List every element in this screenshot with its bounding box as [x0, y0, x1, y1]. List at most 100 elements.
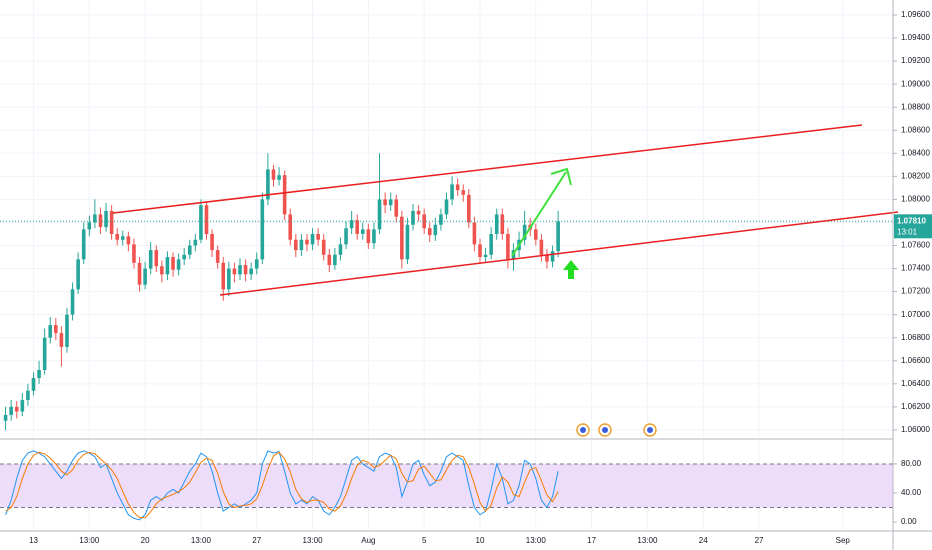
- candle-body: [388, 199, 393, 206]
- candle-body: [383, 199, 387, 206]
- candle-body: [243, 265, 248, 275]
- candle-body: [333, 254, 337, 266]
- candle-body: [305, 239, 309, 245]
- candle-body: [483, 254, 488, 258]
- candle-body: [227, 268, 231, 290]
- candle-body: [232, 268, 237, 275]
- candle-body: [249, 268, 253, 275]
- candle-body: [310, 233, 315, 245]
- candle-body: [176, 259, 181, 270]
- y-tick-label: 1.08200: [901, 171, 930, 180]
- candle-body: [59, 333, 64, 347]
- candle-body: [193, 239, 198, 246]
- stoch-line: [5, 451, 559, 519]
- candle-body: [120, 236, 125, 240]
- x-tick-label: 13:00: [303, 536, 324, 545]
- y-tick-label: 1.09600: [901, 10, 930, 19]
- stoch-line: [5, 450, 559, 521]
- candle-body: [489, 233, 493, 255]
- x-tick-label: 24: [699, 536, 708, 545]
- candle-body: [411, 210, 415, 225]
- candle-body: [405, 224, 410, 260]
- y-tick-label: 80.00: [901, 459, 922, 468]
- y-tick-label: 1.06200: [901, 402, 930, 411]
- candle-body: [171, 257, 175, 270]
- candle-body: [338, 244, 343, 255]
- last-price-box: [894, 214, 932, 239]
- last-price-label: 1.07810: [897, 216, 926, 225]
- x-tick-label: 27: [755, 536, 764, 545]
- candle-body: [550, 251, 555, 262]
- candle-body: [20, 399, 25, 412]
- candle-body: [467, 194, 471, 223]
- candle-body: [366, 229, 371, 244]
- channel-upper: [112, 124, 863, 214]
- candle-body: [238, 265, 242, 275]
- candle-body: [126, 236, 131, 245]
- candle-body: [400, 216, 404, 260]
- candle-body: [444, 199, 449, 215]
- y-tick-label: 1.06400: [901, 379, 930, 388]
- candle-body: [344, 228, 348, 245]
- event-icon-dot: [602, 427, 608, 433]
- candle-body: [87, 222, 92, 230]
- candle-body: [545, 254, 549, 262]
- x-tick-label: 5: [422, 536, 427, 545]
- candle-body: [98, 214, 103, 228]
- x-tick-label: 13:00: [191, 536, 212, 545]
- candle-body: [416, 210, 421, 215]
- marks: [0, 153, 893, 521]
- candle-body: [450, 184, 454, 200]
- event-icon-dot: [647, 427, 653, 433]
- candle-body: [539, 239, 544, 255]
- candle-body: [349, 220, 354, 229]
- y-tick-label: 40.00: [901, 488, 922, 497]
- candle-body: [76, 259, 80, 290]
- countdown-label: 13:01: [897, 227, 918, 236]
- candle-body: [221, 262, 226, 290]
- candle-body: [500, 214, 505, 234]
- candle-body: [154, 250, 159, 267]
- x-tick-label: 13: [29, 536, 38, 545]
- x-tick-label: 20: [141, 536, 150, 545]
- y-tick-label: 1.08400: [901, 148, 930, 157]
- candle-body: [394, 199, 399, 217]
- y-tick-label: 1.09400: [901, 33, 930, 42]
- candle-body: [461, 190, 466, 195]
- candle-body: [215, 250, 220, 263]
- x-tick-label: 13:00: [526, 536, 547, 545]
- x-tick-label: 13:00: [79, 536, 100, 545]
- y-tick-label: 1.06000: [901, 425, 930, 434]
- candle-body: [422, 214, 426, 229]
- candle-body: [360, 229, 365, 234]
- candle-body: [316, 233, 320, 240]
- candle-body: [204, 205, 209, 234]
- candle-body: [282, 175, 287, 215]
- event-icon-dot: [580, 427, 586, 433]
- x-tick-label: 17: [587, 536, 596, 545]
- candle-body: [160, 266, 164, 275]
- candle-body: [260, 199, 265, 260]
- candle-body: [478, 244, 482, 258]
- up-arrow: [563, 260, 579, 279]
- candle-body: [455, 184, 460, 191]
- y-tick-label: 1.08600: [901, 125, 930, 134]
- y-tick-label: 1.07200: [901, 287, 930, 296]
- y-tick-label: 1.08000: [901, 195, 930, 204]
- candle-body: [472, 222, 477, 245]
- candle-body: [439, 214, 443, 225]
- candle-body: [54, 325, 58, 334]
- projection-arrow-head: [550, 167, 572, 186]
- y-tick-label: 1.09200: [901, 56, 930, 65]
- candle-body: [93, 214, 97, 223]
- y-tick-label: 1.07400: [901, 264, 930, 273]
- x-tick-label: Sep: [836, 536, 851, 545]
- candle-body: [288, 214, 293, 240]
- candle-body: [266, 169, 270, 200]
- candle-body: [37, 369, 41, 379]
- candle-body: [26, 390, 30, 400]
- candle-body: [210, 233, 214, 251]
- candle-body: [506, 233, 510, 260]
- candle-body: [299, 239, 304, 251]
